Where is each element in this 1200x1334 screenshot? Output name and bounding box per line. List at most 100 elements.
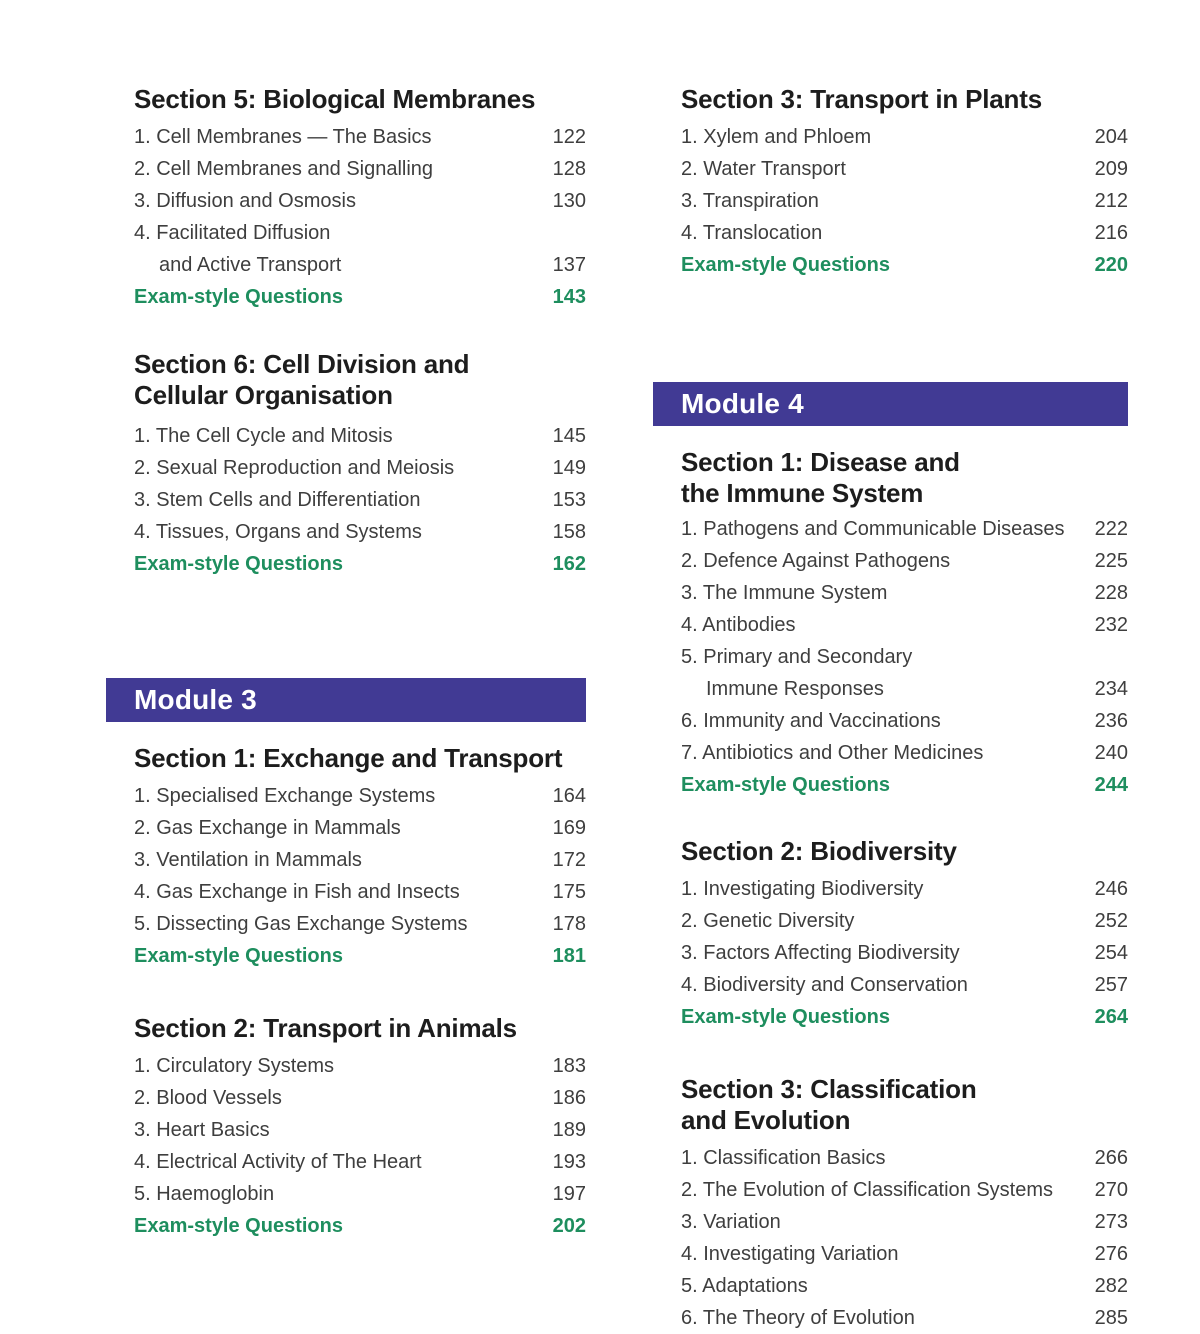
section-heading: Section 2: Transport in Animals xyxy=(134,1013,586,1044)
page-number: 234 xyxy=(1094,678,1128,700)
exam-style-questions-entry: Exam-style Questions 202 xyxy=(134,1210,586,1242)
toc-entry: 1. Pathogens and Communicable Diseases 22… xyxy=(681,513,1128,545)
toc-entry-title: 5. Haemoglobin xyxy=(134,1183,275,1205)
toc-entry: 4. Facilitated Diffusion and Active Trans… xyxy=(134,217,586,281)
exam-style-questions-page: 143 xyxy=(552,286,586,308)
toc-entry: 5. Adaptations 282 xyxy=(681,1270,1128,1302)
toc-entry-title: 1. The Cell Cycle and Mitosis xyxy=(134,425,393,447)
page-number: 197 xyxy=(552,1183,586,1205)
toc-section-m3s2: Section 2: Transport in Animals 1. Circul… xyxy=(106,1013,586,1242)
page-number: 178 xyxy=(552,913,586,935)
toc-entry-title: 5. Adaptations xyxy=(681,1275,808,1297)
exam-style-questions-entry: Exam-style Questions 162 xyxy=(134,548,586,580)
section-heading-line: Section 5: Biological Membranes xyxy=(134,84,536,114)
toc-entry-title: 1. Cell Membranes — The Basics xyxy=(134,126,432,148)
exam-style-questions-entry: Exam-style Questions 264 xyxy=(681,1001,1128,1033)
toc-entry: 2. Blood Vessels 186 xyxy=(134,1082,586,1114)
toc-section-m4s2: Section 2: Biodiversity 1. Investigating … xyxy=(653,836,1128,1033)
toc-entry: 3. The Immune System 228 xyxy=(681,577,1128,609)
toc-entry-title-line2: and Active Transport xyxy=(159,254,342,276)
exam-style-questions-label: Exam-style Questions xyxy=(681,1006,890,1028)
exam-style-questions-entry: Exam-style Questions 143 xyxy=(134,281,586,313)
toc-entry-title: 3. Ventilation in Mammals xyxy=(134,849,362,871)
page-number: 254 xyxy=(1094,942,1128,964)
exam-style-questions-label: Exam-style Questions xyxy=(681,254,890,276)
exam-style-questions-page: 244 xyxy=(1094,774,1128,796)
exam-style-questions-entry: Exam-style Questions 244 xyxy=(681,769,1128,801)
toc-entry-title: 5. Dissecting Gas Exchange Systems xyxy=(134,913,468,935)
toc-entry-title: 4. Facilitated Diffusion and Active Trans… xyxy=(134,217,341,281)
section-heading-line: Section 3: Transport in Plants xyxy=(681,84,1042,114)
toc-section-m2s3: Section 3: Transport in Plants 1. Xylem a… xyxy=(653,84,1128,281)
page-number: 273 xyxy=(1094,1211,1128,1233)
toc-entry-title: 3. Transpiration xyxy=(681,190,819,212)
page-number: 266 xyxy=(1094,1147,1128,1169)
toc-entry-title: 2. The Evolution of Classification Syste… xyxy=(681,1179,1054,1201)
page-number: 189 xyxy=(552,1119,586,1141)
exam-style-questions-page: 181 xyxy=(552,945,586,967)
toc-entry-title: 3. The Immune System xyxy=(681,582,888,604)
page-number: 232 xyxy=(1094,614,1128,636)
page-number: 128 xyxy=(552,158,586,180)
toc-entry-title: 4. Antibodies xyxy=(681,614,796,636)
section-heading-line: Section 1: Disease and xyxy=(681,447,960,477)
toc-entry-title: 2. Cell Membranes and Signalling xyxy=(134,158,434,180)
toc-entry-title: 7. Antibiotics and Other Medicines xyxy=(681,742,984,764)
toc-entry-title-line2: Immune Responses xyxy=(706,678,884,700)
section-heading-line: Section 2: Biodiversity xyxy=(681,836,957,866)
toc-entry: 3. Stem Cells and Differentiation 153 xyxy=(134,484,586,516)
toc-entry-title: 4. Translocation xyxy=(681,222,823,244)
toc-entry-title: 2. Gas Exchange in Mammals xyxy=(134,817,401,839)
toc-entry-title: 2. Water Transport xyxy=(681,158,846,180)
toc-entry: 2. The Evolution of Classification Syste… xyxy=(681,1174,1128,1206)
toc-entry-title: 1. Circulatory Systems xyxy=(134,1055,335,1077)
page-number: 122 xyxy=(552,126,586,148)
exam-style-questions-page: 264 xyxy=(1094,1006,1128,1028)
toc-section-s5: Section 5: Biological Membranes 1. Cell M… xyxy=(106,84,586,313)
exam-style-questions-label: Exam-style Questions xyxy=(134,286,343,308)
exam-style-questions-page: 220 xyxy=(1094,254,1128,276)
exam-style-questions-entry: Exam-style Questions 181 xyxy=(134,940,586,972)
toc-entry-title-line1: 4. Facilitated Diffusion xyxy=(134,222,331,244)
page-number: 172 xyxy=(552,849,586,871)
toc-entry-title: 4. Electrical Activity of The Heart xyxy=(134,1151,422,1173)
page-number: 209 xyxy=(1094,158,1128,180)
page-number: 153 xyxy=(552,489,586,511)
toc-entry-title: 6. Immunity and Vaccinations xyxy=(681,710,941,732)
module-banner-label: Module 4 xyxy=(681,388,804,419)
page-number: 130 xyxy=(552,190,586,212)
toc-entry: 1. Cell Membranes — The Basics 122 xyxy=(134,121,586,153)
toc-entry: 3. Heart Basics 189 xyxy=(134,1114,586,1146)
exam-style-questions-label: Exam-style Questions xyxy=(681,774,890,796)
section-heading: Section 2: Biodiversity xyxy=(681,836,1128,867)
page-number: 228 xyxy=(1094,582,1128,604)
module4-banner: Module 4 xyxy=(653,382,1128,426)
toc-entry: 6. The Theory of Evolution 285 xyxy=(681,1302,1128,1334)
page-number: 186 xyxy=(552,1087,586,1109)
page-number: 285 xyxy=(1094,1307,1128,1329)
section-heading: Section 3: Transport in Plants xyxy=(681,84,1128,115)
section-heading: Section 5: Biological Membranes xyxy=(134,84,586,115)
toc-entry: 3. Diffusion and Osmosis 130 xyxy=(134,185,586,217)
toc-entry-title: 5. Primary and Secondary Immune Responses xyxy=(681,641,912,705)
page-number: 276 xyxy=(1094,1243,1128,1265)
toc-entry-title: 4. Investigating Variation xyxy=(681,1243,899,1265)
toc-entry: 2. Gas Exchange in Mammals 169 xyxy=(134,812,586,844)
toc-entry-title: 2. Sexual Reproduction and Meiosis xyxy=(134,457,455,479)
section-heading-line: the Immune System xyxy=(681,478,924,508)
toc-section-m3s1: Section 1: Exchange and Transport 1. Spec… xyxy=(106,743,586,972)
page-number: 252 xyxy=(1094,910,1128,932)
exam-style-questions-label: Exam-style Questions xyxy=(134,945,343,967)
toc-entry: 4. Gas Exchange in Fish and Insects 175 xyxy=(134,876,586,908)
toc-entry-title: 1. Xylem and Phloem xyxy=(681,126,872,148)
toc-entry: 4. Investigating Variation 276 xyxy=(681,1238,1128,1270)
toc-entry: 4. Tissues, Organs and Systems 158 xyxy=(134,516,586,548)
toc-entry-title: 3. Stem Cells and Differentiation xyxy=(134,489,421,511)
page-number: 145 xyxy=(552,425,586,447)
toc-entry-title: 3. Diffusion and Osmosis xyxy=(134,190,356,212)
page-number: 204 xyxy=(1094,126,1128,148)
page-number: 236 xyxy=(1094,710,1128,732)
section-heading-line: Section 1: Exchange and Transport xyxy=(134,743,563,773)
toc-entry: 1. Specialised Exchange Systems 164 xyxy=(134,780,586,812)
page-number: 158 xyxy=(552,521,586,543)
